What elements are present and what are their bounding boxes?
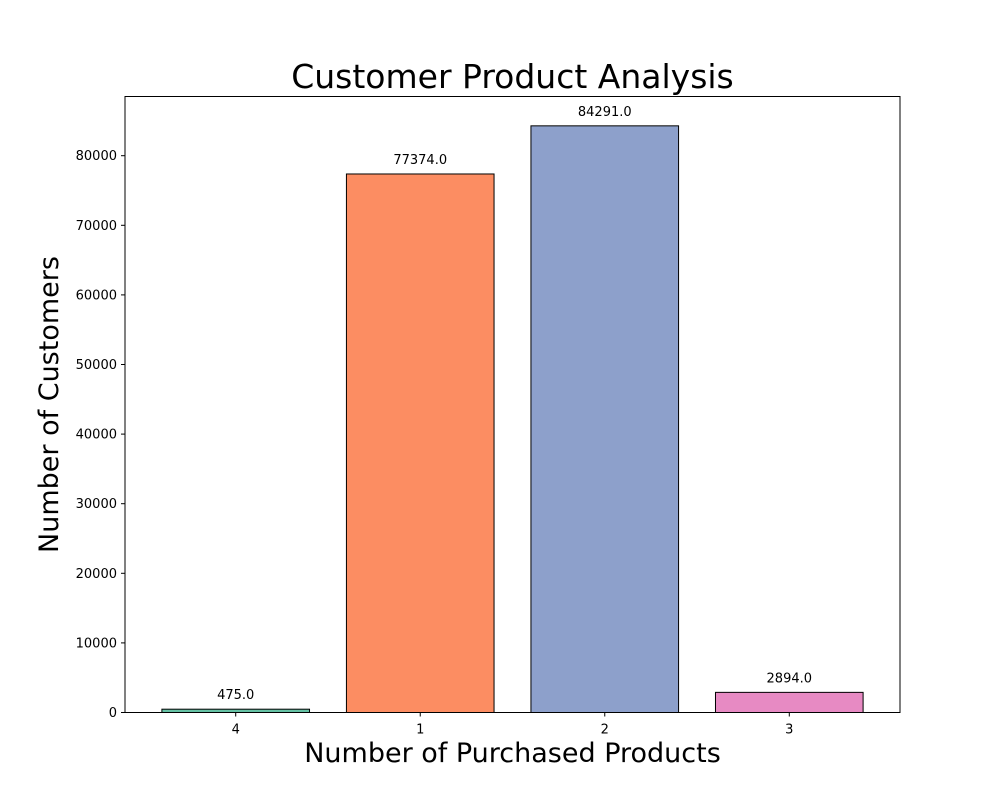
- x-axis-label: Number of Purchased Products: [304, 738, 721, 769]
- y-axis: 0 10000 20000 30000 40000 50000 60000 70000 8000…: [76, 149, 125, 721]
- bar-value-label-1: 77374.0: [393, 153, 447, 168]
- x-tick-label: 1: [416, 723, 424, 738]
- bar-value-label-2: 84291.0: [578, 105, 632, 120]
- y-tick-label: 40000: [76, 428, 117, 443]
- y-tick-label: 10000: [76, 636, 117, 651]
- y-tick-label: 0: [109, 706, 117, 721]
- chart-title: Customer Product Analysis: [291, 57, 734, 96]
- bar-1: [345, 173, 495, 714]
- x-tick-label: 3: [785, 723, 793, 738]
- data-labels-layer: 475.0 77374.0 84291.0 2894.0: [217, 105, 812, 703]
- bar-value-label-4: 475.0: [217, 688, 254, 703]
- y-tick-label: 80000: [76, 149, 117, 164]
- y-tick-label: 60000: [76, 288, 117, 303]
- y-tick-label: 50000: [76, 358, 117, 373]
- bar-2: [530, 125, 680, 713]
- y-tick-label: 30000: [76, 497, 117, 512]
- x-axis: 4 1 2 3: [232, 712, 793, 738]
- x-tick-label: 2: [601, 723, 609, 738]
- y-tick-label: 20000: [76, 567, 117, 582]
- bar-3: [714, 691, 864, 713]
- plot-area-frame: [124, 96, 901, 713]
- y-axis-label: Number of Customers: [34, 256, 65, 553]
- bar-value-label-3: 2894.0: [767, 671, 813, 686]
- x-tick-label: 4: [232, 723, 240, 738]
- y-tick-label: 70000: [76, 219, 117, 234]
- bars-layer: [161, 125, 864, 714]
